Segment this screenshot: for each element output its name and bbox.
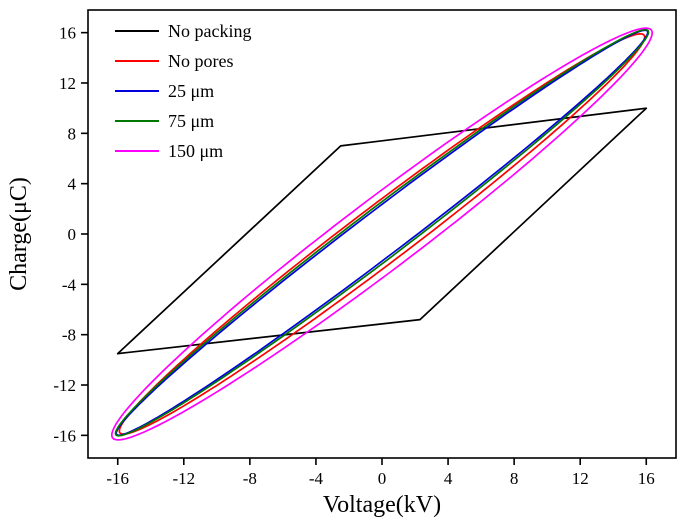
legend: No packing No pores 25 μm 75 μm 150 μm — [115, 21, 251, 161]
series-150-μm — [110, 27, 654, 441]
axis-ticks: -16 -12 -8 -4 0 4 8 12 16 -16 -12 -8 -4 0 4 8 12 16 — [53, 24, 654, 488]
legend-item: 150 μm — [115, 141, 223, 161]
legend-item: No pores — [115, 51, 234, 71]
legend-label: No pores — [168, 51, 234, 71]
legend-label: 75 μm — [168, 111, 214, 131]
y-tick-label: -16 — [53, 426, 76, 445]
y-tick-label: 8 — [68, 124, 77, 143]
legend-label: 150 μm — [168, 141, 223, 161]
series-no-packing — [116, 107, 648, 355]
x-tick-label: 12 — [572, 469, 589, 488]
x-tick-label: -8 — [243, 469, 257, 488]
y-axis-title: Charge(μC) — [6, 177, 32, 291]
legend-item: 75 μm — [115, 111, 214, 131]
x-tick-label: 0 — [378, 469, 387, 488]
y-tick-label: -12 — [53, 376, 76, 395]
plot-frame — [87, 9, 677, 459]
series-75-μm — [114, 28, 650, 437]
legend-item: 25 μm — [115, 81, 214, 101]
legend-label: No packing — [168, 21, 251, 41]
y-tick-label: -8 — [62, 326, 76, 345]
x-tick-label: -16 — [106, 469, 129, 488]
x-tick-label: 8 — [510, 469, 519, 488]
x-tick-label: -12 — [172, 469, 195, 488]
y-tick-label: 16 — [59, 24, 76, 43]
legend-item: No packing — [115, 21, 251, 41]
x-tick-label: 16 — [638, 469, 655, 488]
x-tick-label: 4 — [444, 469, 453, 488]
y-tick-label: 0 — [68, 225, 77, 244]
y-tick-label: -4 — [62, 275, 77, 294]
series-curves — [110, 27, 654, 441]
legend-label: 25 μm — [168, 81, 214, 101]
series-no-pores — [118, 33, 646, 435]
y-tick-label: 12 — [59, 74, 76, 93]
y-tick-label: 4 — [68, 175, 77, 194]
x-axis-title: Voltage(kV) — [323, 492, 441, 518]
x-tick-label: -4 — [309, 469, 324, 488]
